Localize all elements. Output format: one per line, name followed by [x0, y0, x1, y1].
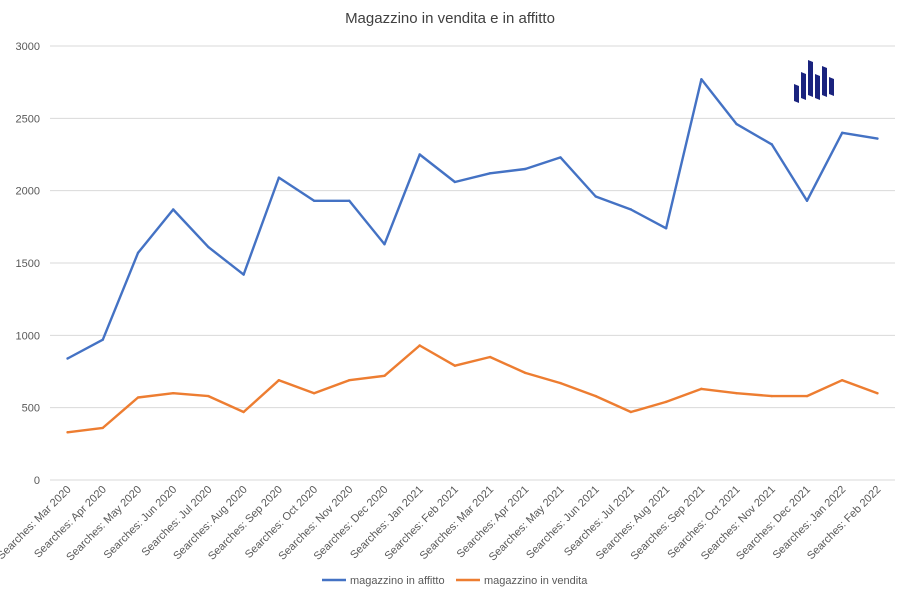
data-point [770, 143, 773, 146]
data-point [664, 227, 668, 230]
data-point [629, 410, 633, 414]
bar-logo-icon [794, 60, 834, 103]
data-point [277, 378, 281, 382]
data-point [101, 426, 105, 430]
logo-bar [822, 66, 827, 97]
series-line-0 [66, 78, 879, 360]
data-point [207, 394, 210, 398]
data-point [524, 167, 527, 171]
data-point [101, 338, 105, 341]
data-point [629, 208, 633, 211]
y-tick-label: 500 [22, 403, 40, 415]
logo-bar [815, 74, 820, 100]
gridlines [50, 45, 895, 481]
logo-bar [794, 84, 799, 103]
data-point [559, 381, 562, 385]
series-lines [66, 78, 879, 434]
y-tick-label: 1000 [16, 330, 40, 342]
data-point [66, 431, 69, 434]
data-point [735, 122, 738, 126]
data-point [700, 78, 703, 81]
data-point [277, 176, 281, 179]
y-tick-label: 0 [34, 475, 40, 487]
data-point [242, 410, 245, 414]
data-point [876, 137, 879, 140]
data-point [312, 392, 316, 395]
data-point [207, 245, 210, 249]
y-tick-label: 2000 [16, 186, 40, 198]
legend: magazzino in affitto magazzino in vendita [322, 575, 588, 587]
series-line-1 [66, 344, 879, 434]
legend-label: magazzino in affitto [350, 575, 445, 587]
data-point [770, 394, 773, 398]
data-point [805, 394, 809, 398]
data-point [242, 273, 245, 276]
y-axis: 0 500 1000 1500 2000 2500 3000 [16, 41, 40, 487]
data-point [876, 392, 879, 395]
data-point [418, 153, 421, 156]
logo-bar [829, 77, 834, 96]
data-point [594, 394, 597, 398]
data-point [453, 180, 457, 184]
y-tick-label: 3000 [16, 41, 40, 53]
legend-label: magazzino in vendita [484, 575, 588, 587]
data-point [348, 378, 351, 382]
data-point [700, 387, 703, 391]
data-point [488, 172, 492, 175]
data-point [418, 344, 421, 347]
data-point [524, 371, 527, 375]
data-point [735, 392, 738, 395]
chart-title: Magazzino in vendita e in affitto [345, 10, 555, 27]
data-point [805, 199, 809, 202]
data-point [66, 357, 69, 360]
data-point [840, 378, 844, 382]
data-point [559, 156, 562, 159]
data-point [664, 400, 668, 404]
data-point [383, 242, 386, 246]
data-point [136, 251, 140, 255]
y-tick-label: 2500 [16, 113, 40, 125]
data-point [840, 131, 844, 134]
data-point [488, 355, 492, 359]
data-point [348, 199, 351, 202]
logo-bar [801, 72, 806, 100]
y-tick-label: 1500 [16, 258, 40, 270]
data-point [453, 364, 457, 367]
data-point [312, 199, 316, 202]
data-point [172, 208, 175, 211]
data-point [172, 392, 175, 395]
logo-bar [808, 60, 813, 97]
data-point [383, 374, 386, 378]
data-point [136, 396, 140, 399]
data-point [594, 195, 597, 198]
